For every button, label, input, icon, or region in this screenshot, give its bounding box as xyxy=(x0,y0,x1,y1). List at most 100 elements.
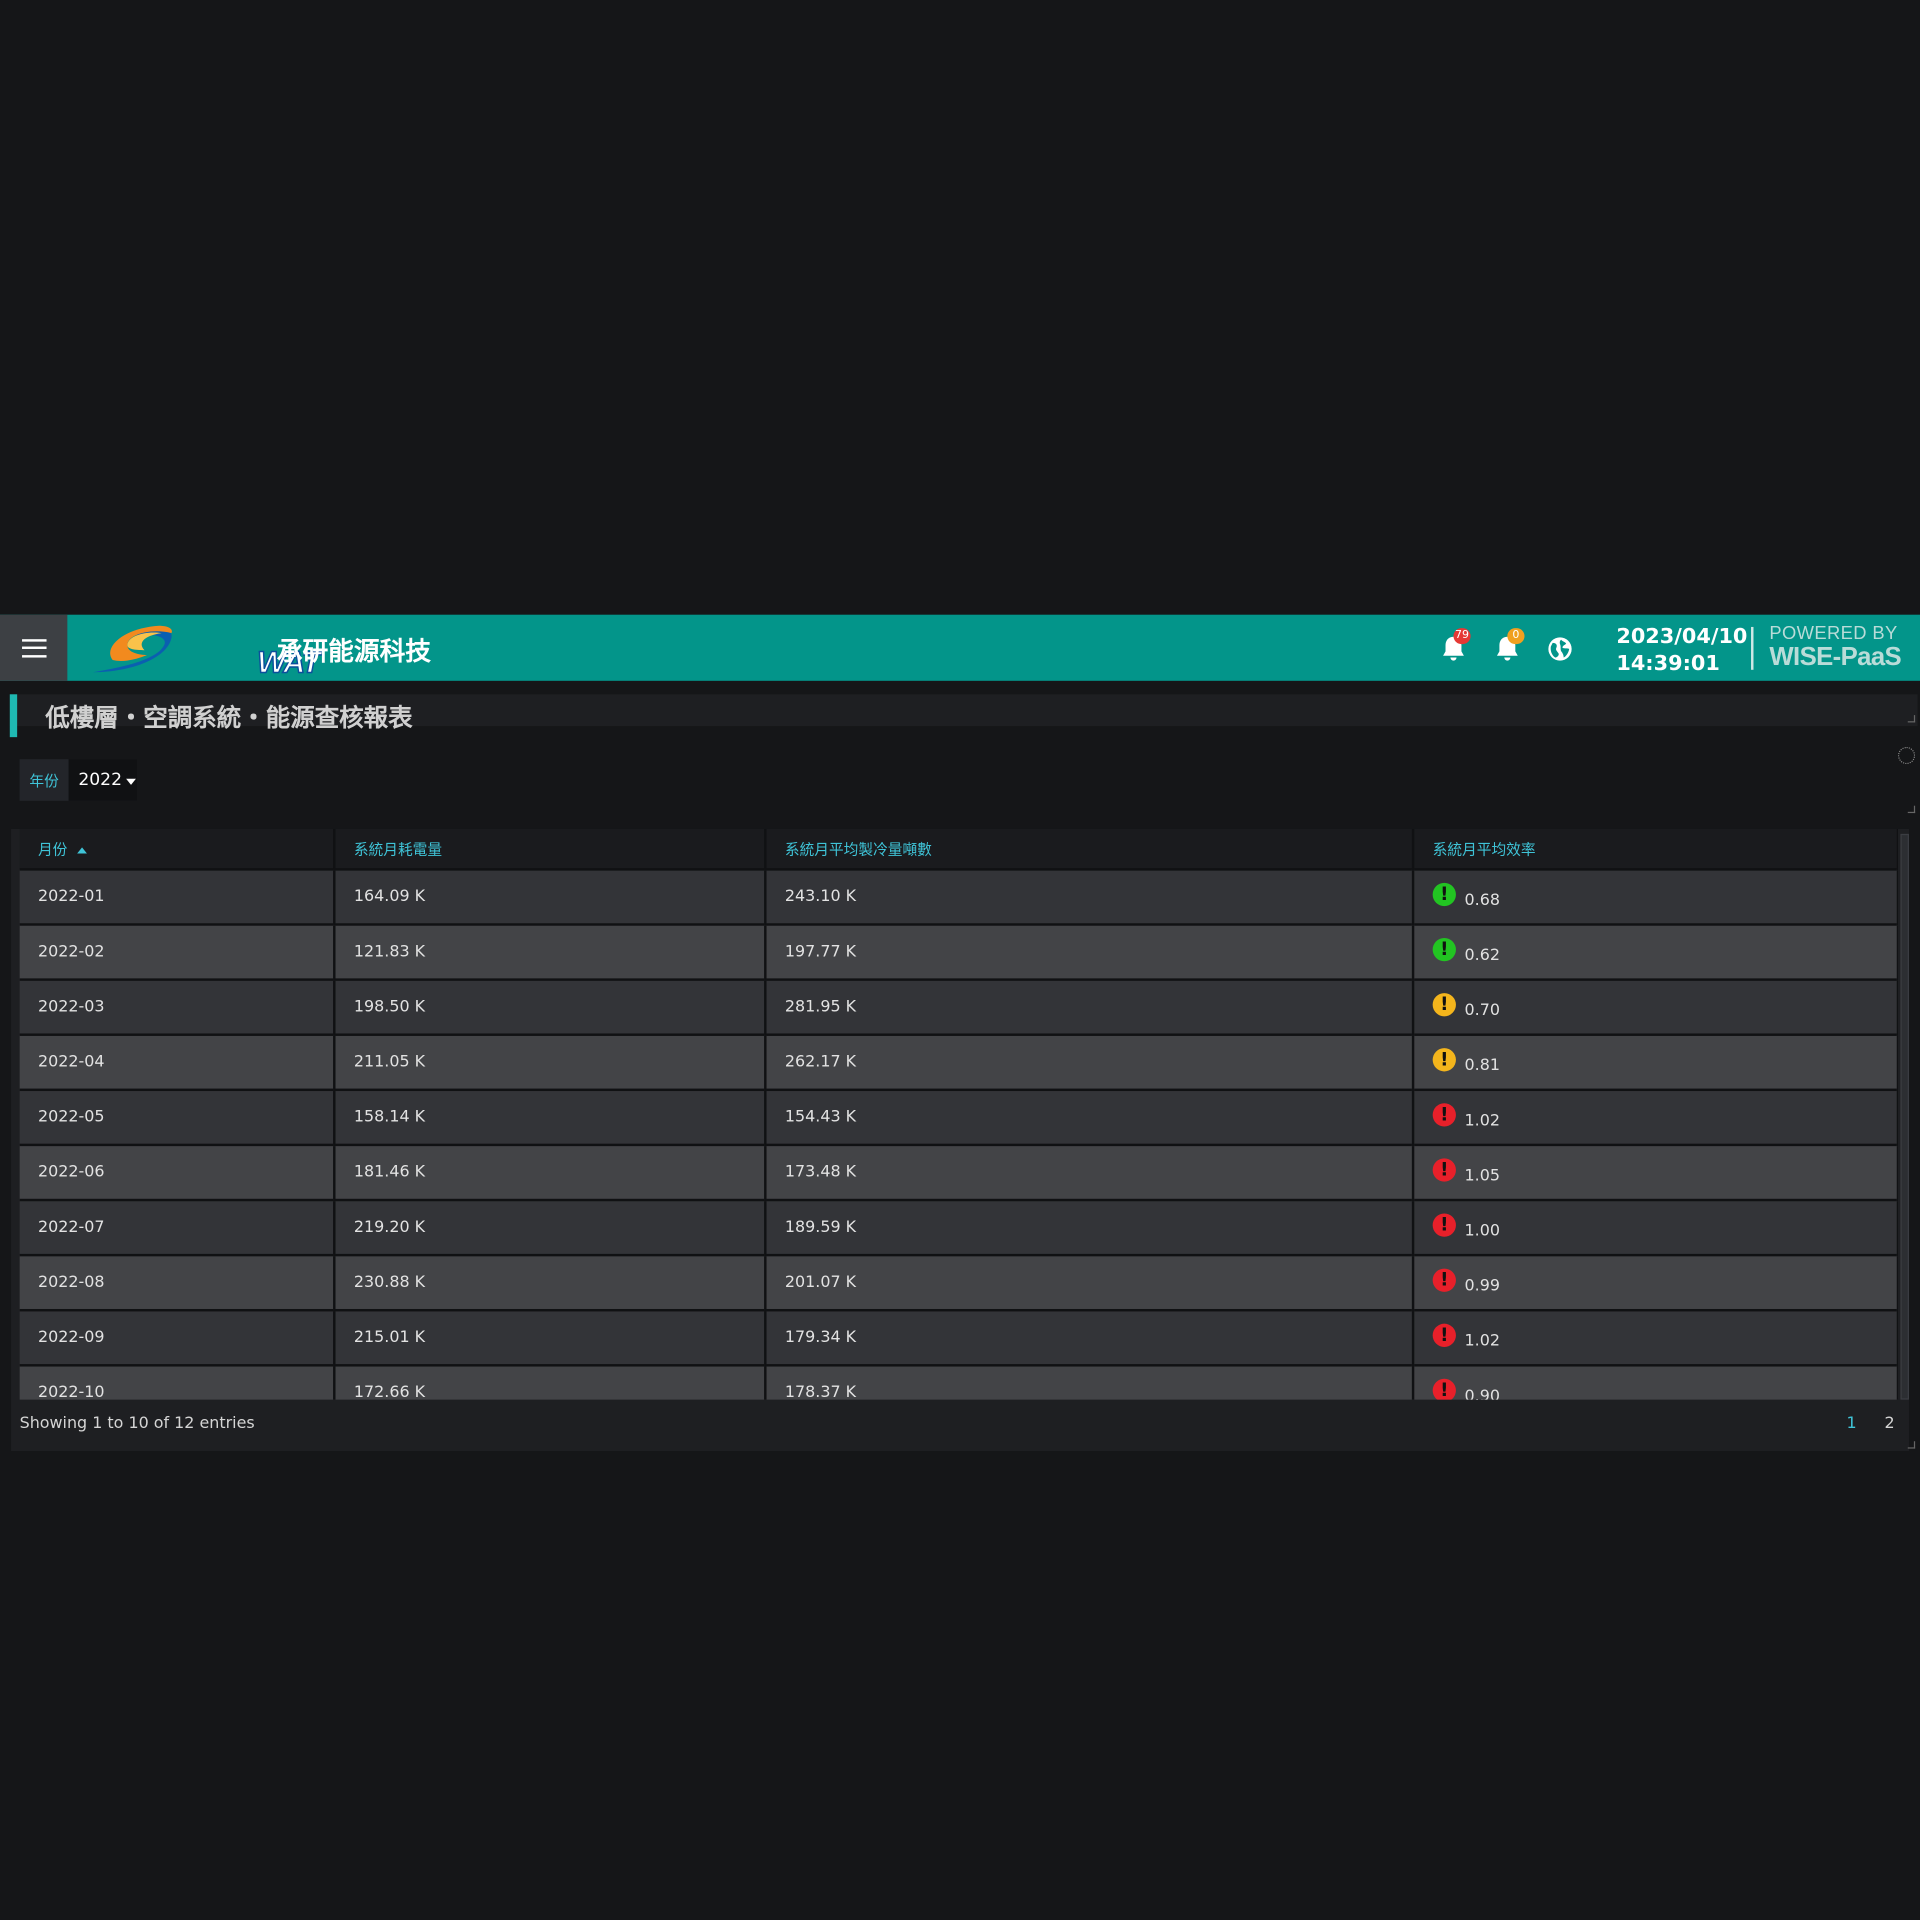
efficiency-value: 0.62 xyxy=(1464,946,1500,965)
month-cell: 2022-08 xyxy=(19,1253,336,1311)
efficiency-value-group: ! 1.00 xyxy=(1432,1213,1897,1241)
status-alert-icon: ! xyxy=(1432,1268,1456,1292)
powered-by-logo: POWERED BY WISE-PaaS xyxy=(1769,624,1901,669)
month-cell: 2022-03 xyxy=(19,978,336,1035)
company-name: 承研能源科技 xyxy=(276,636,432,667)
column-header-cooling[interactable]: 系統月平均製冷量噸數 xyxy=(765,828,1415,870)
column-header-label: 系統月耗電量 xyxy=(353,840,443,858)
alarm-bell-button[interactable]: 79 xyxy=(1440,628,1471,663)
efficiency-cell: ! 1.02 xyxy=(1413,1308,1898,1366)
sort-asc-icon xyxy=(77,846,87,853)
table-row: 2022-03 198.50 K 281.95 K ! 0.70 xyxy=(19,978,1898,1035)
efficiency-value: 1.02 xyxy=(1464,1111,1500,1131)
caret-down-icon xyxy=(125,778,136,785)
table-scrollbar-thumb[interactable] xyxy=(1900,833,1909,1400)
table-row: 2022-04 211.05 K 262.17 K! 0.81 xyxy=(19,1033,1898,1090)
efficiency-cell: ! 0.99 xyxy=(1413,1253,1898,1311)
page-link-2[interactable]: 2 xyxy=(1884,1414,1895,1433)
column-header-power[interactable]: 系統月耗電量 xyxy=(334,828,767,870)
report-table-wrapper: 月份 系統月耗電量 系統月平均製冷量噸數 系統月平均效率 2022-01 164.… xyxy=(19,828,1898,1400)
entries-info: Showing 1 to 10 of 12 entries xyxy=(19,1414,255,1433)
cooling-cell: 154.43 K xyxy=(765,1088,1415,1145)
resize-handle-icon[interactable] xyxy=(1907,715,1916,723)
efficiency-value-group: ! 0.90 xyxy=(1432,1378,1897,1400)
status-alert-icon: ! xyxy=(1432,1158,1456,1182)
table-row: 2022-07 219.20 K 189.59 K! 1.00 xyxy=(19,1198,1898,1256)
power-cell: 158.14 K xyxy=(334,1088,767,1145)
table-header-row: 月份 系統月耗電量 系統月平均製冷量噸數 系統月平均效率 xyxy=(19,828,1898,870)
swat-logo[interactable]: WAT xyxy=(86,618,321,680)
page-link-1[interactable]: 1 xyxy=(1846,1414,1857,1433)
table-body: 2022-01 164.09 K 243.10 K! 0.68 2022-02 121.8… xyxy=(19,868,1898,1400)
power-cell: 164.09 K xyxy=(334,868,767,925)
efficiency-cell: ! 0.90 xyxy=(1413,1364,1898,1400)
power-cell: 215.01 K xyxy=(334,1308,767,1366)
menu-button[interactable] xyxy=(0,614,68,681)
power-cell: 181.46 K xyxy=(334,1143,767,1201)
column-header-efficiency[interactable]: 系統月平均效率 xyxy=(1413,828,1898,870)
efficiency-value-group: ! 1.02 xyxy=(1432,1323,1897,1351)
efficiency-value: 1.02 xyxy=(1464,1332,1500,1351)
status-alert-icon: ! xyxy=(1432,1048,1456,1072)
efficiency-cell: ! 1.00 xyxy=(1413,1198,1898,1256)
table-row: 2022-08 230.88 K 201.07 K! 0.99 xyxy=(19,1253,1898,1311)
cooling-cell: 262.17 K xyxy=(765,1033,1415,1090)
efficiency-cell: ! 0.70 xyxy=(1413,978,1898,1035)
cooling-cell: 243.10 K xyxy=(765,868,1415,925)
header-divider xyxy=(1751,626,1754,670)
year-filter: 年份 2022 xyxy=(19,759,138,801)
notice-bell-button[interactable]: 0 xyxy=(1494,628,1525,663)
year-label: 年份 xyxy=(29,772,59,790)
resize-handle-icon[interactable] xyxy=(1907,805,1916,814)
globe-icon xyxy=(1548,637,1572,661)
efficiency-value: 1.05 xyxy=(1464,1166,1500,1186)
month-cell: 2022-07 xyxy=(19,1198,336,1256)
power-cell: 198.50 K xyxy=(334,978,767,1035)
powered-by-text: POWERED BY xyxy=(1769,623,1898,645)
efficiency-cell: ! 0.81 xyxy=(1413,1033,1898,1090)
table-row: 2022-05 158.14 K 154.43 K ! 1.02 xyxy=(19,1088,1898,1145)
column-header-label: 系統月平均製冷量噸數 xyxy=(784,840,932,858)
efficiency-value-group: ! 0.68 xyxy=(1432,882,1897,910)
language-button[interactable] xyxy=(1547,636,1574,663)
cooling-cell: 178.37 K xyxy=(765,1364,1415,1400)
power-cell: 121.83 K xyxy=(334,923,767,980)
month-cell: 2022-02 xyxy=(19,923,336,980)
year-value: 2022 xyxy=(78,770,123,790)
efficiency-value: 0.68 xyxy=(1464,891,1500,910)
efficiency-cell: ! 0.68 xyxy=(1413,868,1898,925)
power-cell: 230.88 K xyxy=(334,1253,767,1311)
efficiency-value-group: ! 0.70 xyxy=(1432,993,1897,1020)
table-row: 2022-01 164.09 K 243.10 K ! 0.68 xyxy=(19,868,1898,925)
cooling-cell: 201.07 K xyxy=(765,1253,1415,1311)
efficiency-value: 1.00 xyxy=(1464,1222,1500,1241)
month-cell: 2022-01 xyxy=(19,868,336,925)
cooling-cell: 173.48 K xyxy=(765,1143,1415,1201)
column-header-label: 系統月平均效率 xyxy=(1432,840,1536,858)
cooling-cell: 281.95 K xyxy=(765,978,1415,1035)
efficiency-value-group: ! 1.05 xyxy=(1432,1158,1897,1186)
efficiency-cell: ! 1.05 xyxy=(1413,1143,1898,1201)
logo-wordmark: WAT xyxy=(256,645,321,681)
resize-handle-icon[interactable] xyxy=(1907,1441,1916,1449)
month-cell: 2022-10 xyxy=(19,1364,336,1400)
month-cell: 2022-05 xyxy=(19,1088,336,1145)
efficiency-value-group: ! 1.02 xyxy=(1432,1103,1897,1131)
year-select[interactable]: 2022 xyxy=(68,759,138,801)
column-header-month[interactable]: 月份 xyxy=(19,828,336,870)
month-cell: 2022-04 xyxy=(19,1033,336,1090)
table-row: 2022-10 172.66 K 178.37 K ! 0.90 xyxy=(19,1364,1898,1400)
report-table: 月份 系統月耗電量 系統月平均製冷量噸數 系統月平均效率 2022-01 164.… xyxy=(19,828,1898,1400)
table-row: 2022-06 181.46 K 173.48 K! 1.05 xyxy=(19,1143,1898,1201)
datetime: 2023/04/10 14:39:01 xyxy=(1616,623,1747,677)
table-row: 2022-02 121.83 K 197.77 K! 0.62 xyxy=(19,923,1898,980)
logo-swoosh-icon xyxy=(93,625,172,673)
efficiency-cell: ! 1.02 xyxy=(1413,1088,1898,1145)
status-alert-icon: ! xyxy=(1432,1213,1456,1237)
current-date: 2023/04/10 xyxy=(1616,624,1748,649)
efficiency-value: 0.81 xyxy=(1464,1056,1500,1076)
notice-count-badge: 0 xyxy=(1507,628,1525,645)
power-cell: 172.66 K xyxy=(334,1364,767,1400)
efficiency-value: 0.90 xyxy=(1464,1387,1500,1400)
table-row: 2022-09 215.01 K 179.34 K! 1.02 xyxy=(19,1308,1898,1366)
